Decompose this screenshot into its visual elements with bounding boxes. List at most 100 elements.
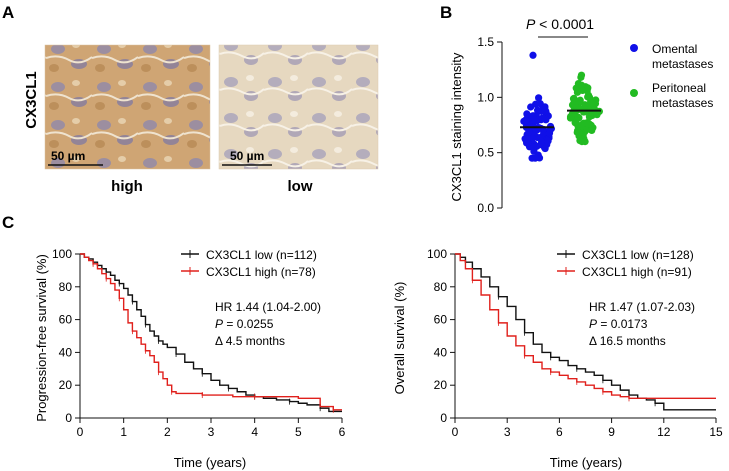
scatter-y-tick-label: 1.5	[477, 35, 494, 49]
km-pfs-x-tick-label: 4	[251, 425, 258, 439]
scatter-point	[576, 136, 584, 145]
km-os-x-tick-label: 6	[556, 425, 563, 439]
km-pfs-x-tick-label: 0	[77, 425, 84, 439]
scatter-point	[574, 113, 582, 121]
km-os-y-tick-label: 20	[434, 378, 448, 392]
scatter-point	[524, 139, 532, 147]
km-pfs-y-axis-label: Progression-free survival (%)	[34, 254, 49, 422]
km-os-y-tick-label: 0	[440, 411, 447, 425]
scatter-point	[545, 129, 554, 137]
scatter-point	[575, 129, 583, 137]
scatter-y-tick-label: 0.5	[477, 146, 494, 160]
pvalue-annotation: P < 0.0001	[526, 16, 594, 32]
scatter-point	[541, 144, 549, 153]
km-pfs-y-tick-label: 0	[65, 411, 72, 425]
scatter-point	[528, 134, 536, 143]
image-label-high: high	[111, 178, 143, 195]
km-os-x-tick-label: 12	[657, 425, 671, 439]
scatter-point	[523, 110, 531, 118]
scatter-point	[522, 116, 530, 125]
km-os-x-tick-label: 9	[608, 425, 615, 439]
km-os-legend-high: CX3CL1 high (n=91)	[582, 265, 692, 279]
km-pfs-y-tick-label: 100	[52, 247, 72, 261]
scatter-point	[577, 73, 585, 81]
panel-c-letter: C	[2, 213, 14, 232]
scatter-point	[539, 114, 547, 122]
scatter-point	[525, 128, 533, 136]
scatter-point	[571, 101, 579, 109]
km-pfs-curve-high	[80, 253, 342, 411]
scale-bar-label-low: 50 µm	[230, 149, 264, 163]
km-pfs-x-tick-label: 6	[339, 425, 346, 439]
km-os-y-tick-label: 40	[434, 345, 448, 359]
km-pfs-curve-low	[80, 253, 342, 413]
scatter-point	[571, 119, 579, 127]
scatter-point	[584, 84, 592, 92]
scale-bar-label-high: 50 µm	[51, 149, 85, 163]
km-os-curve-low	[455, 253, 716, 411]
scatter-point	[544, 137, 552, 145]
scatter-point	[529, 112, 537, 120]
scatter-point	[537, 137, 546, 146]
scatter-y-tick-label: 1.0	[477, 90, 494, 104]
legend-label-omental-1: Omental	[652, 42, 697, 56]
legend-marker-omental	[630, 44, 638, 52]
km-pfs-delta: Δ 4.5 months	[215, 334, 285, 348]
panel-b-letter: B	[440, 3, 452, 22]
scatter-point	[567, 113, 575, 122]
km-os-x-tick-label: 0	[452, 425, 459, 439]
scatter-point	[536, 100, 544, 108]
panel-a-letter: A	[2, 3, 14, 22]
km-pfs-hr: HR 1.44 (1.04-2.00)	[215, 300, 321, 314]
panel-a-marker-label: CX3CL1	[23, 71, 40, 129]
km-os-x-tick-label: 3	[504, 425, 511, 439]
km-os-hr: HR 1.47 (1.07-2.03)	[589, 300, 695, 314]
scatter-point	[589, 100, 597, 109]
scatter-chart: 0.0 0.5 1.0 1.5	[477, 35, 603, 215]
scatter-point-outlier	[529, 51, 537, 59]
km-os-delta: Δ 16.5 months	[589, 334, 666, 348]
scatter-point	[578, 81, 586, 89]
km-pfs-pvalue: P = 0.0255	[215, 317, 274, 331]
scatter-point	[588, 126, 596, 135]
scatter-point	[581, 101, 589, 109]
km-chart-os: 0 3 6 9 12 15 0 20 40 60 80 100	[427, 247, 723, 439]
km-os-pvalue: P = 0.0173	[589, 317, 648, 331]
scatter-point	[584, 91, 593, 99]
scatter-point	[580, 119, 588, 127]
km-pfs-y-tick-label: 40	[59, 345, 73, 359]
ihc-image-low	[219, 45, 378, 169]
scatter-point	[529, 143, 538, 151]
km-os-x-tick-label: 15	[709, 425, 723, 439]
km-os-y-tick-label: 60	[434, 313, 448, 327]
km-os-y-axis-label: Overall survival (%)	[392, 282, 407, 395]
km-pfs-x-tick-label: 2	[164, 425, 171, 439]
legend-marker-peritoneal	[630, 89, 638, 97]
km-pfs-x-tick-label: 5	[295, 425, 302, 439]
km-os-y-tick-label: 100	[427, 247, 447, 261]
legend-label-peritoneal-1: Peritoneal	[652, 81, 706, 95]
km-pfs-legend-high: CX3CL1 high (n=78)	[206, 265, 316, 279]
scatter-point	[531, 154, 539, 162]
scatter-point	[582, 126, 590, 134]
km-pfs-legend-low: CX3CL1 low (n=112)	[206, 248, 317, 262]
legend-label-peritoneal-2: metastases	[652, 96, 713, 110]
km-pfs-x-axis-label: Time (years)	[174, 455, 246, 470]
km-os-legend-low: CX3CL1 low (n=128)	[582, 248, 694, 262]
scatter-point	[581, 108, 589, 116]
km-os-x-axis-label: Time (years)	[550, 455, 622, 470]
ihc-image-high	[45, 45, 210, 169]
image-label-low: low	[288, 178, 313, 195]
scatter-y-axis-label: CX3CL1 staining intensity	[449, 52, 464, 201]
scatter-point	[533, 106, 542, 114]
km-pfs-x-tick-label: 1	[120, 425, 127, 439]
km-pfs-y-tick-label: 60	[59, 313, 73, 327]
scatter-y-tick-label: 0.0	[477, 201, 494, 215]
km-pfs-x-tick-label: 3	[208, 425, 215, 439]
km-os-y-tick-label: 80	[434, 280, 448, 294]
scatter-point	[541, 104, 549, 112]
legend-label-omental-2: metastases	[652, 57, 713, 71]
km-pfs-y-tick-label: 80	[59, 280, 73, 294]
km-pfs-y-tick-label: 20	[59, 378, 73, 392]
